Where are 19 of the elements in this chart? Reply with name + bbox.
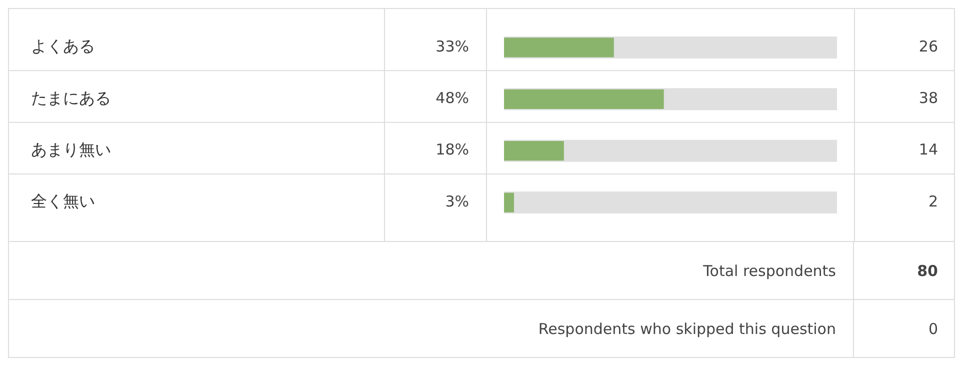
text: Respondents who skipped this question xyxy=(9,300,854,357)
y-tick-label: よくある xyxy=(31,36,95,56)
text: 26 xyxy=(918,37,938,56)
data-label: 3% xyxy=(445,192,469,210)
text: 0 xyxy=(927,318,939,340)
text: Total respondents xyxy=(9,242,854,299)
data-label: 33% xyxy=(436,37,469,56)
text: 80 xyxy=(916,260,939,282)
y-tick-label: 全く無い xyxy=(31,192,95,211)
text: 38 xyxy=(918,89,938,108)
bar xyxy=(504,38,614,58)
y-tick-label: たまにある xyxy=(31,88,111,108)
data-label: 48% xyxy=(436,89,469,108)
y-tick-label: あまり無い xyxy=(31,140,111,160)
text: 2 xyxy=(928,192,938,210)
bar xyxy=(504,141,564,161)
data-label: 18% xyxy=(436,140,469,159)
bar xyxy=(504,192,514,212)
text: 14 xyxy=(918,140,938,159)
